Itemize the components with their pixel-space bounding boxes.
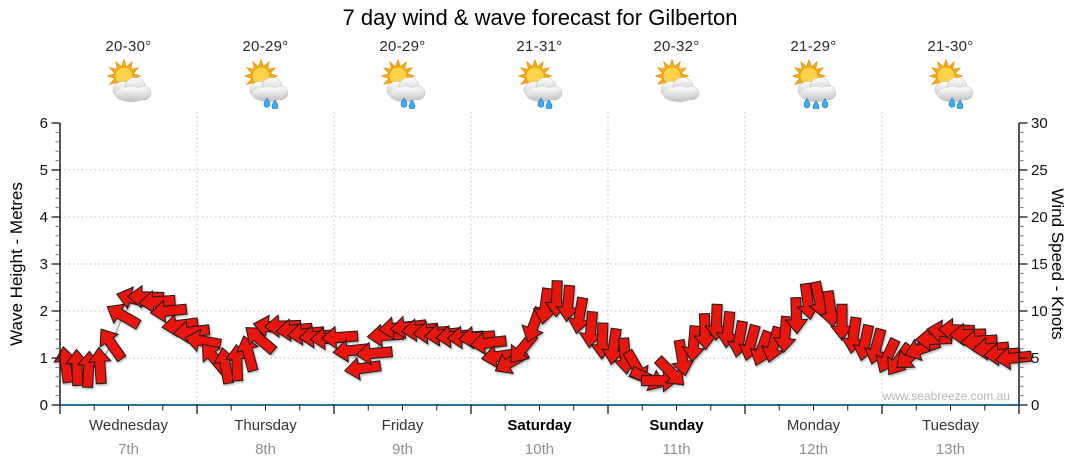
- sun-cloud-rain-icon: [380, 58, 425, 110]
- day-name-label: Wednesday: [89, 417, 168, 434]
- raindrop-icon: [803, 97, 810, 109]
- sun-cloud-rain-icon: [243, 58, 288, 110]
- sun-cloud-icon: [654, 58, 699, 102]
- temperature-range: 20-32°: [653, 38, 700, 55]
- day-column: 20-30°: [60, 38, 197, 114]
- left-axis-label: Wave Height - Metres: [7, 182, 26, 346]
- sun-cloud-rain-icon: [517, 58, 562, 110]
- wind-arrow: [320, 325, 359, 350]
- right-axis-tick-label: 20: [1031, 209, 1048, 226]
- temperature-range: 20-29°: [242, 38, 289, 55]
- wind-arrow: [994, 346, 1033, 371]
- day-name-label: Saturday: [507, 417, 572, 434]
- day-column: 20-29°: [197, 38, 334, 114]
- wind-arrow: [469, 331, 508, 356]
- page-title: 7 day wind & wave forecast for Gilberton: [342, 5, 738, 30]
- day-column: 20-29°: [334, 38, 471, 114]
- cloud-icon: [386, 77, 425, 102]
- day-date-label: 12th: [798, 441, 829, 458]
- day-date-label: 13th: [935, 441, 966, 458]
- cloud-icon: [249, 77, 288, 102]
- right-axis-label: Wind Speed - Knots: [1048, 188, 1067, 340]
- sun-cloud-icon: [106, 58, 151, 102]
- cloud-icon: [112, 77, 151, 102]
- day-name-label: Tuesday: [922, 417, 979, 434]
- left-axis-tick-label: 1: [40, 350, 48, 367]
- day-column: 21-31°: [471, 38, 608, 114]
- left-axis-tick-label: 6: [40, 115, 48, 132]
- temperature-range: 20-30°: [105, 38, 152, 55]
- cloud-icon: [934, 77, 973, 102]
- right-axis-tick-label: 15: [1031, 256, 1048, 273]
- wind-arrow: [355, 341, 393, 366]
- sun-cloud-rain-3-icon: [791, 58, 836, 111]
- temperature-range: 21-29°: [790, 38, 837, 55]
- day-name-label: Monday: [786, 417, 841, 434]
- left-axis-tick-label: 0: [40, 397, 48, 414]
- wind-arrows: [53, 280, 1033, 393]
- day-date-label: 8th: [255, 441, 276, 458]
- temperature-range: 21-31°: [516, 38, 563, 55]
- left-axis-tick-label: 4: [40, 209, 48, 226]
- day-name-label: Friday: [381, 417, 424, 434]
- raindrop-icon: [537, 97, 544, 108]
- watermark: www.seabreeze.com.au: [882, 389, 1010, 403]
- cloud-icon: [523, 77, 562, 102]
- day-name-label: Thursday: [234, 417, 297, 434]
- raindrop-icon: [263, 97, 270, 108]
- day-column: 21-30°: [882, 38, 1019, 114]
- right-axis-tick-label: 10: [1031, 303, 1048, 320]
- day-name-label: Sunday: [649, 417, 704, 434]
- day-date-label: 10th: [524, 441, 555, 458]
- wind-arrow: [343, 356, 382, 381]
- right-axis-tick-label: 25: [1031, 162, 1048, 179]
- raindrop-icon: [948, 97, 955, 108]
- wind-arrow: [99, 328, 127, 363]
- day-date-label: 7th: [118, 441, 139, 458]
- day-date-label: 11th: [662, 441, 691, 458]
- temperature-range: 20-29°: [379, 38, 426, 55]
- wind-arrow: [87, 346, 112, 385]
- right-axis-tick-label: 30: [1031, 115, 1048, 132]
- axes: 0 1 2 3 4 5 6 0 5 10 15 20 25 30: [40, 115, 1048, 414]
- raindrop-icon: [400, 97, 407, 108]
- wind-arrow: [235, 335, 260, 373]
- temperature-range: 21-30°: [927, 38, 974, 55]
- wind-arrow: [149, 299, 188, 324]
- day-date-label: 9th: [392, 441, 413, 458]
- raindrop-icon: [821, 97, 828, 109]
- left-axis-tick-label: 5: [40, 162, 48, 179]
- wind-arrow: [681, 324, 706, 363]
- left-axis-tick-label: 3: [40, 256, 48, 273]
- left-axis-tick-label: 2: [40, 303, 48, 320]
- right-axis-tick-label: 0: [1031, 397, 1039, 414]
- cloud-icon: [660, 77, 699, 102]
- wind-arrow: [106, 303, 142, 330]
- wind-arrow: [784, 297, 809, 335]
- day-column: 21-29°: [745, 38, 882, 114]
- right-axis-tick-label: 5: [1031, 350, 1039, 367]
- cloud-icon: [797, 77, 836, 102]
- day-column: 20-32°: [608, 38, 745, 114]
